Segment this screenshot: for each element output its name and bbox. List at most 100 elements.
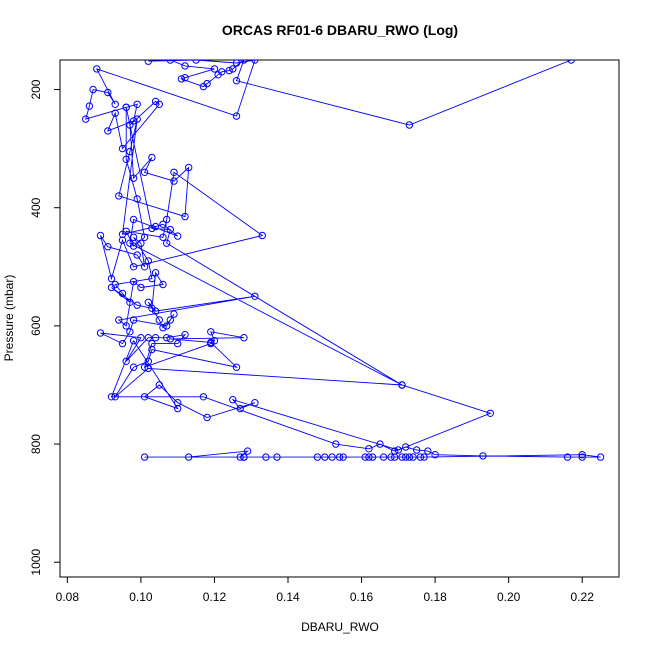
data-point	[166, 335, 175, 343]
data-point	[144, 257, 153, 265]
data-point	[232, 60, 241, 67]
data-point	[335, 453, 344, 461]
data-point	[118, 339, 127, 348]
y-tick-label: 600	[29, 316, 43, 336]
data-point	[567, 60, 575, 64]
data-point	[159, 220, 167, 229]
x-tick-label: 0.14	[276, 590, 300, 604]
data-point	[251, 292, 259, 300]
data-point	[163, 322, 171, 330]
data-point	[398, 381, 406, 389]
data-point	[240, 334, 248, 342]
data-point	[148, 153, 156, 162]
data-point	[151, 269, 160, 277]
data-point	[199, 393, 208, 401]
data-point	[111, 100, 119, 109]
data-point	[133, 115, 141, 123]
data-point	[563, 453, 572, 461]
data-point	[214, 71, 222, 79]
data-point	[379, 453, 388, 461]
data-point	[144, 298, 153, 306]
data-point	[251, 399, 259, 407]
data-point	[387, 453, 395, 461]
y-axis-label: Pressure (mbar)	[2, 275, 16, 362]
data-point	[321, 453, 329, 461]
data-point	[148, 345, 156, 354]
data-point	[207, 338, 215, 347]
data-point	[181, 212, 189, 221]
data-point	[376, 440, 384, 448]
data-point	[155, 381, 164, 389]
data-point	[148, 224, 156, 233]
data-point	[394, 446, 402, 454]
data-point	[104, 88, 112, 97]
data-point	[174, 232, 182, 240]
data-point	[240, 453, 248, 461]
data-point	[151, 334, 160, 342]
data-point	[225, 66, 233, 75]
data-point	[413, 446, 421, 454]
data-point	[273, 453, 281, 461]
data-point	[170, 177, 178, 185]
data-point	[251, 60, 259, 64]
x-tick-label: 0.16	[350, 590, 374, 604]
data-point	[405, 453, 414, 461]
data-point	[126, 328, 134, 336]
data-point	[159, 233, 167, 242]
data-point	[332, 440, 340, 448]
x-tick-label: 0.10	[129, 590, 153, 604]
data-point	[210, 337, 219, 345]
data-point	[144, 364, 153, 373]
x-tick-label: 0.18	[423, 590, 447, 604]
data-point	[140, 363, 149, 371]
data-point	[126, 298, 134, 306]
data-point	[361, 453, 369, 461]
data-point	[199, 82, 208, 91]
data-point	[129, 233, 138, 242]
data-point	[368, 453, 377, 461]
data-point	[328, 453, 336, 461]
data-point	[111, 109, 119, 117]
data-point	[258, 231, 266, 240]
data-point	[129, 263, 138, 271]
data-point	[122, 322, 130, 330]
data-point	[236, 453, 244, 461]
chart-title: ORCAS RF01-6 DBARU_RWO (Log)	[222, 22, 458, 38]
data-point	[409, 453, 417, 461]
data-point	[203, 413, 211, 422]
data-point	[137, 334, 145, 342]
data-point	[140, 168, 149, 177]
data-point	[107, 283, 116, 292]
data-point	[104, 243, 112, 251]
x-axis: 0.08 0.10 0.12 0.14 0.16 0.18 0.20 0.22	[56, 577, 594, 604]
data-point	[177, 75, 186, 83]
plot-area	[82, 60, 605, 461]
data-point	[170, 310, 178, 318]
data-point	[313, 453, 322, 461]
data-point	[181, 74, 189, 82]
data-point	[129, 316, 138, 324]
data-point	[93, 65, 101, 73]
data-point	[486, 409, 494, 417]
data-point	[129, 117, 138, 125]
data-point	[85, 102, 94, 110]
data-point	[424, 447, 432, 455]
data-point	[140, 393, 149, 401]
data-point	[129, 363, 138, 371]
data-point	[118, 289, 127, 298]
data-point	[89, 85, 97, 94]
data-point	[122, 103, 130, 112]
data-point	[159, 324, 167, 332]
series-line	[85, 60, 601, 458]
data-point	[596, 453, 605, 461]
data-point	[181, 331, 189, 339]
data-point	[133, 301, 141, 309]
data-point	[431, 451, 439, 459]
data-point	[151, 222, 160, 231]
data-point	[185, 163, 193, 172]
data-point	[163, 334, 171, 342]
y-tick-label: 200	[29, 79, 43, 99]
data-point	[166, 225, 175, 234]
data-point	[578, 451, 586, 459]
